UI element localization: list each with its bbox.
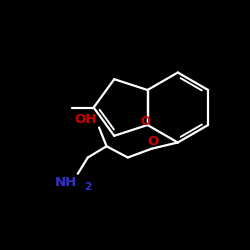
- Text: NH: NH: [54, 176, 76, 189]
- Text: 2: 2: [84, 182, 91, 192]
- Text: OH: OH: [74, 113, 96, 126]
- Text: O: O: [147, 135, 158, 148]
- Text: O: O: [140, 115, 150, 128]
